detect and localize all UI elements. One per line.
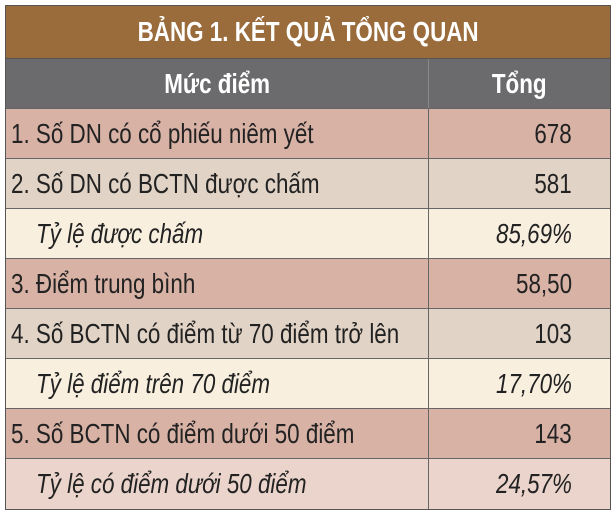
- label-text: Tỷ lệ điểm trên 70 điểm: [36, 367, 271, 399]
- label-text: Tỷ lệ được chấm: [36, 217, 204, 249]
- value-text: 678: [534, 117, 572, 149]
- row-value: 581: [429, 159, 610, 208]
- row-label: Tỷ lệ có điểm dưới 50 điểm: [6, 459, 429, 509]
- value-text: 17,70%: [496, 367, 572, 399]
- row-label: 1. Số DN có cổ phiếu niêm yết: [6, 109, 429, 158]
- value-text: 24,57%: [496, 468, 572, 499]
- row-label: 4. Số BCTN có điểm từ 70 điểm trở lên: [6, 309, 429, 358]
- value-text: 58,50: [515, 267, 572, 299]
- row-value: 678: [429, 109, 610, 158]
- row-value: 17,70%: [429, 359, 610, 408]
- label-text: 5. Số BCTN có điểm dưới 50 điểm: [11, 417, 355, 449]
- table-row: 3. Điểm trung bình 58,50: [6, 259, 610, 309]
- value-text: 103: [534, 317, 572, 349]
- table-title: BẢNG 1. KẾT QUẢ TỔNG QUAN: [6, 6, 610, 59]
- label-text: Tỷ lệ có điểm dưới 50 điểm: [36, 468, 307, 499]
- row-label: 3. Điểm trung bình: [6, 259, 429, 308]
- header-total-text: Tổng: [492, 67, 547, 99]
- row-value: 103: [429, 309, 610, 358]
- table-row: 4. Số BCTN có điểm từ 70 điểm trở lên 10…: [6, 309, 610, 359]
- row-label: Tỷ lệ điểm trên 70 điểm: [6, 359, 429, 408]
- row-label: 5. Số BCTN có điểm dưới 50 điểm: [6, 409, 429, 458]
- table-row: 5. Số BCTN có điểm dưới 50 điểm 143: [6, 409, 610, 459]
- header-level-text: Mức điểm: [164, 67, 270, 99]
- table-row: Tỷ lệ điểm trên 70 điểm 17,70%: [6, 359, 610, 409]
- header-cell-total: Tổng: [429, 59, 610, 108]
- header-cell-level: Mức điểm: [6, 59, 429, 108]
- results-table: BẢNG 1. KẾT QUẢ TỔNG QUAN Mức điểm Tổng …: [5, 5, 611, 510]
- label-text: 4. Số BCTN có điểm từ 70 điểm trở lên: [11, 317, 400, 349]
- header-row: Mức điểm Tổng: [6, 59, 610, 109]
- label-text: 1. Số DN có cổ phiếu niêm yết: [11, 117, 314, 149]
- value-text: 581: [534, 167, 572, 199]
- table-title-text: BẢNG 1. KẾT QUẢ TỔNG QUAN: [137, 16, 479, 47]
- label-text: 2. Số DN có BCTN được chấm: [11, 167, 320, 199]
- table-row: Tỷ lệ có điểm dưới 50 điểm 24,57%: [6, 459, 610, 509]
- table-row: Tỷ lệ được chấm 85,69%: [6, 209, 610, 259]
- row-value: 85,69%: [429, 209, 610, 258]
- row-label: 2. Số DN có BCTN được chấm: [6, 159, 429, 208]
- label-text: 3. Điểm trung bình: [11, 267, 196, 299]
- value-text: 143: [534, 417, 572, 449]
- table-row: 2. Số DN có BCTN được chấm 581: [6, 159, 610, 209]
- row-label: Tỷ lệ được chấm: [6, 209, 429, 258]
- value-text: 85,69%: [496, 217, 572, 249]
- row-value: 143: [429, 409, 610, 458]
- table-row: 1. Số DN có cổ phiếu niêm yết 678: [6, 109, 610, 159]
- row-value: 58,50: [429, 259, 610, 308]
- row-value: 24,57%: [429, 459, 610, 509]
